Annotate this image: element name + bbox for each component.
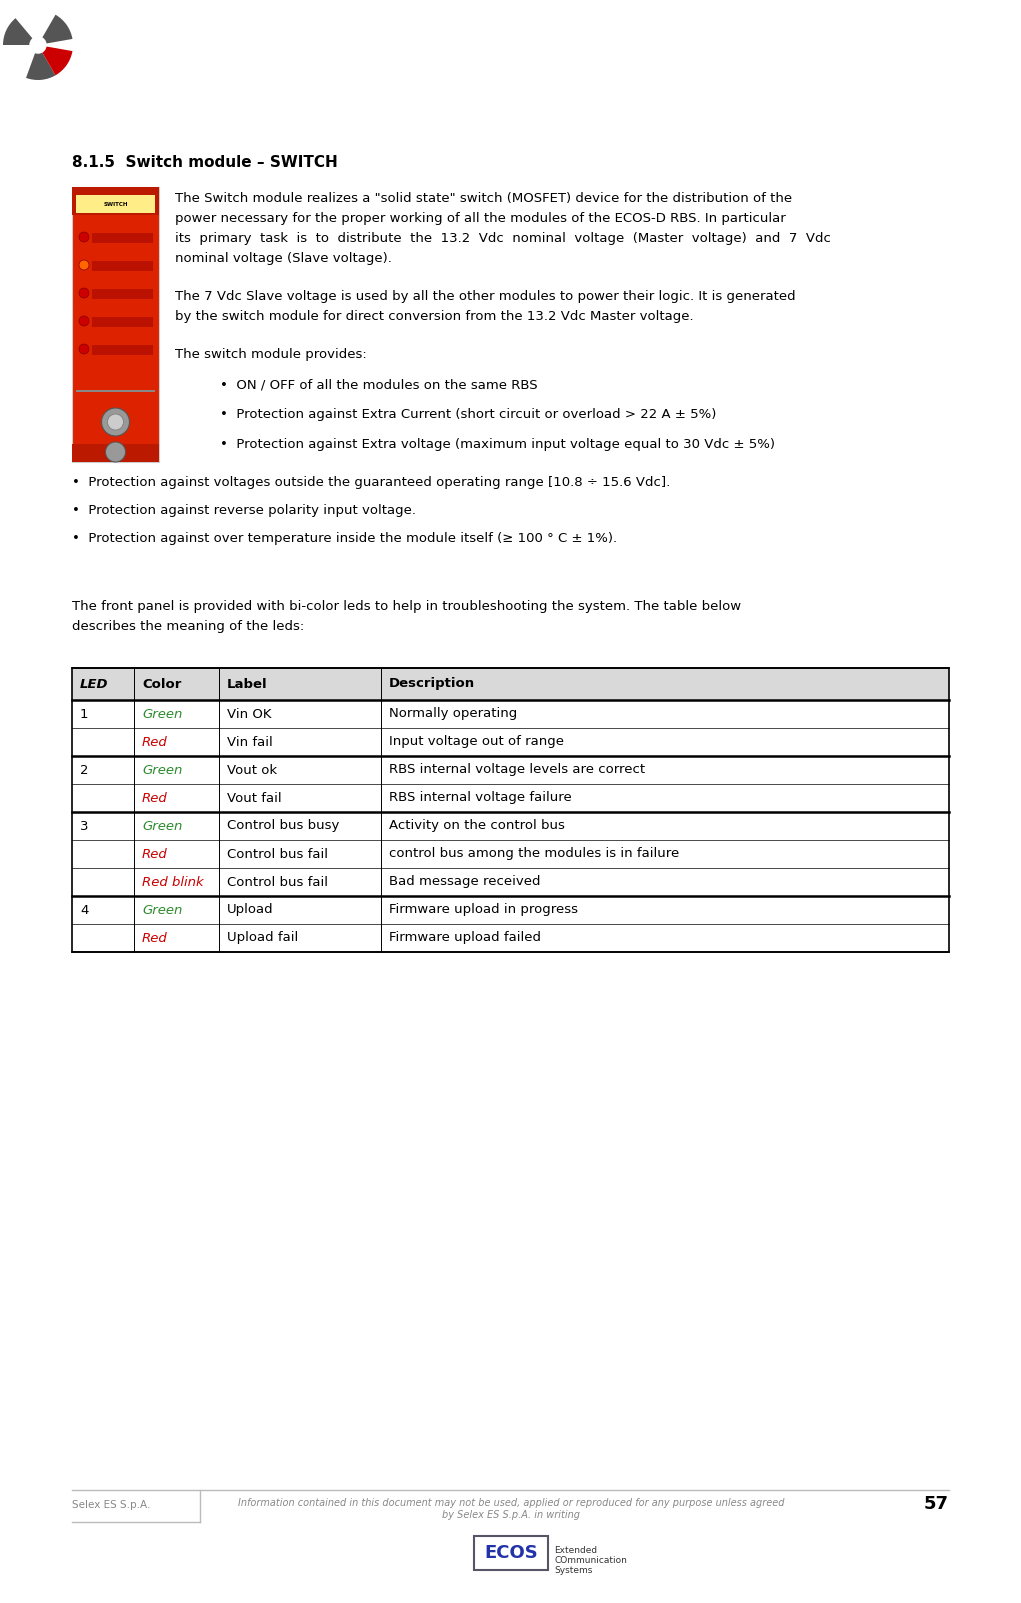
Bar — [72, 188, 159, 462]
Text: 8.1.5  Switch module – SWITCH: 8.1.5 Switch module – SWITCH — [72, 155, 338, 170]
Text: Control bus fail: Control bus fail — [227, 848, 328, 861]
Bar — [474, 1536, 548, 1569]
Text: The switch module provides:: The switch module provides: — [175, 348, 367, 361]
Text: ECOS: ECOS — [484, 1544, 538, 1561]
Bar — [72, 444, 159, 462]
Text: Extended: Extended — [554, 1545, 597, 1555]
Wedge shape — [38, 45, 72, 75]
Text: Vin OK: Vin OK — [227, 707, 272, 720]
Text: Firmware upload in progress: Firmware upload in progress — [389, 904, 578, 917]
Text: Input voltage out of range: Input voltage out of range — [389, 736, 564, 749]
Text: Upload: Upload — [227, 904, 274, 917]
Text: 2: 2 — [80, 763, 89, 776]
Wedge shape — [26, 45, 55, 80]
Text: •  Protection against reverse polarity input voltage.: • Protection against reverse polarity in… — [72, 503, 416, 518]
Circle shape — [105, 442, 126, 462]
Text: The 7 Vdc Slave voltage is used by all the other modules to power their logic. I: The 7 Vdc Slave voltage is used by all t… — [175, 290, 795, 303]
Bar — [92, 345, 153, 354]
Circle shape — [79, 345, 89, 354]
Text: Red blink: Red blink — [142, 875, 203, 888]
Bar — [92, 261, 153, 271]
Text: 57: 57 — [924, 1496, 949, 1513]
Text: RBS internal voltage failure: RBS internal voltage failure — [389, 792, 572, 805]
Text: 4: 4 — [80, 904, 89, 917]
Text: Activity on the control bus: Activity on the control bus — [389, 819, 565, 832]
Text: Green: Green — [142, 763, 183, 776]
Text: Red: Red — [142, 931, 167, 944]
Text: Upload fail: Upload fail — [227, 931, 298, 944]
Text: control bus among the modules is in failure: control bus among the modules is in fail… — [389, 848, 679, 861]
Text: •  Protection against Extra Current (short circuit or overload > 22 A ± 5%): • Protection against Extra Current (shor… — [220, 409, 717, 422]
Text: SWITCH: SWITCH — [103, 202, 128, 207]
Bar — [92, 232, 153, 244]
Text: Green: Green — [142, 904, 183, 917]
Text: Description: Description — [389, 678, 475, 691]
Bar — [72, 668, 949, 952]
Bar — [92, 317, 153, 327]
Text: by the switch module for direct conversion from the 13.2 Vdc Master voltage.: by the switch module for direct conversi… — [175, 309, 693, 322]
Text: Green: Green — [142, 819, 183, 832]
Text: Vout fail: Vout fail — [227, 792, 282, 805]
Wedge shape — [38, 14, 72, 45]
Text: Normally operating: Normally operating — [389, 707, 518, 720]
Text: Control bus fail: Control bus fail — [227, 875, 328, 888]
Circle shape — [79, 232, 89, 242]
Text: nominal voltage (Slave voltage).: nominal voltage (Slave voltage). — [175, 252, 392, 264]
Text: Vout ok: Vout ok — [227, 763, 277, 776]
Text: Red: Red — [142, 736, 167, 749]
Text: LED: LED — [80, 678, 108, 691]
Text: The Switch module realizes a "solid state" switch (MOSFET) device for the distri: The Switch module realizes a "solid stat… — [175, 192, 792, 205]
Bar — [72, 668, 949, 701]
Circle shape — [107, 414, 124, 430]
Text: Selex ES S.p.A.: Selex ES S.p.A. — [72, 1500, 150, 1510]
Circle shape — [30, 37, 47, 55]
Text: Red: Red — [142, 792, 167, 805]
Circle shape — [79, 260, 89, 269]
Bar — [76, 390, 155, 393]
Wedge shape — [3, 18, 38, 45]
Text: Systems: Systems — [554, 1566, 592, 1576]
Text: Color: Color — [142, 678, 182, 691]
Text: 3: 3 — [80, 819, 89, 832]
Text: •  ON / OFF of all the modules on the same RBS: • ON / OFF of all the modules on the sam… — [220, 378, 538, 391]
Text: Label: Label — [227, 678, 268, 691]
Bar — [76, 196, 155, 213]
Text: The front panel is provided with bi-color leds to help in troubleshooting the sy: The front panel is provided with bi-colo… — [72, 600, 741, 612]
Text: its  primary  task  is  to  distribute  the  13.2  Vdc  nominal  voltage  (Maste: its primary task is to distribute the 13… — [175, 232, 831, 245]
Bar — [92, 289, 153, 300]
Text: Green: Green — [142, 707, 183, 720]
Bar — [72, 188, 159, 215]
Text: •  Protection against voltages outside the guaranteed operating range [10.8 ÷ 15: • Protection against voltages outside th… — [72, 476, 670, 489]
Text: •  Protection against Extra voltage (maximum input voltage equal to 30 Vdc ± 5%): • Protection against Extra voltage (maxi… — [220, 438, 775, 450]
Text: Red: Red — [142, 848, 167, 861]
Text: Bad message received: Bad message received — [389, 875, 540, 888]
Text: power necessary for the proper working of all the modules of the ECOS-D RBS. In : power necessary for the proper working o… — [175, 212, 786, 224]
Text: COmmunication: COmmunication — [554, 1557, 627, 1565]
Text: 1: 1 — [80, 707, 89, 720]
Text: Vin fail: Vin fail — [227, 736, 273, 749]
Text: •  Protection against over temperature inside the module itself (≥ 100 ° C ± 1%): • Protection against over temperature in… — [72, 532, 617, 545]
Text: Control bus busy: Control bus busy — [227, 819, 339, 832]
Circle shape — [101, 409, 130, 436]
Text: Firmware upload failed: Firmware upload failed — [389, 931, 541, 944]
Text: Information contained in this document may not be used, applied or reproduced fo: Information contained in this document m… — [238, 1497, 784, 1508]
Circle shape — [79, 289, 89, 298]
Text: RBS internal voltage levels are correct: RBS internal voltage levels are correct — [389, 763, 645, 776]
Text: by Selex ES S.p.A. in writing: by Selex ES S.p.A. in writing — [442, 1510, 580, 1520]
Text: describes the meaning of the leds:: describes the meaning of the leds: — [72, 620, 304, 633]
Circle shape — [79, 316, 89, 325]
